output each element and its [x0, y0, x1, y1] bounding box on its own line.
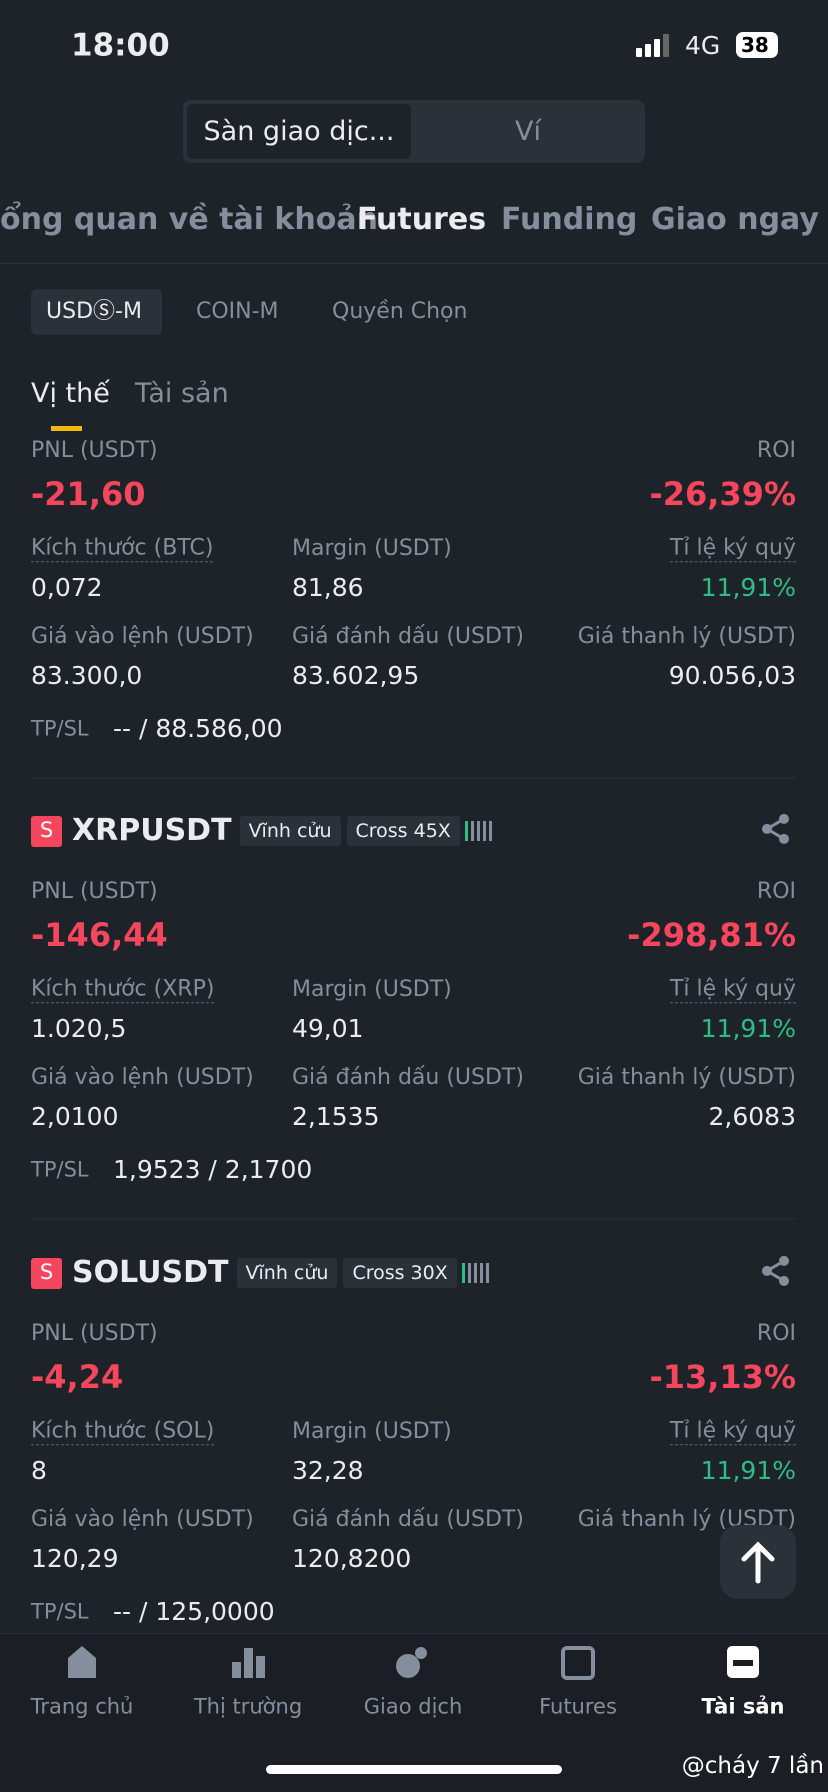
segment-tab[interactable]: Sàn giao dịc...	[203, 115, 395, 147]
sub-tab[interactable]: Quyền Chọn	[332, 298, 468, 324]
side-badge: S	[31, 1257, 62, 1289]
field-value: 8	[31, 1456, 47, 1485]
nav-label[interactable]: Thị trường	[193, 1694, 303, 1719]
field-label: Margin (USDT)	[292, 976, 452, 1002]
field-value: 32,28	[292, 1456, 364, 1485]
signal-icon	[636, 34, 669, 57]
field-value: 90.056,03	[668, 661, 796, 690]
contract-badge: Vĩnh cửu	[239, 815, 341, 847]
nav-label[interactable]: Futures	[539, 1694, 617, 1719]
field-value: 0,072	[31, 573, 103, 602]
field-label: Margin (USDT)	[292, 535, 452, 561]
field-value: 11,91%	[700, 573, 796, 602]
field-value: 11,91%	[700, 1456, 796, 1485]
separator	[31, 777, 796, 779]
field-label: Giá vào lệnh (USDT)	[31, 623, 254, 649]
nav-label[interactable]: Tài sản	[701, 1694, 785, 1719]
field-value: 120,29	[31, 1544, 119, 1573]
account-tab[interactable]: ổng quan về tài khoản	[0, 202, 378, 237]
account-tab[interactable]: Funding	[501, 202, 638, 237]
view-tab[interactable]: Tài sản	[135, 377, 229, 409]
roi: -298,81%	[627, 915, 796, 954]
field-value: 120,8200	[292, 1544, 412, 1573]
account-tab[interactable]: Futures	[357, 202, 487, 237]
pnl: -21,60	[31, 474, 146, 513]
battery-level: 38	[741, 33, 769, 57]
field-value: 1.020,5	[31, 1014, 127, 1043]
share-icon[interactable]	[760, 813, 792, 849]
share-icon[interactable]	[760, 1255, 792, 1291]
field-label: Kích thước (BTC)	[31, 535, 214, 563]
roi-label: ROI	[756, 878, 796, 904]
tpsl: 1,9523 / 2,1700	[113, 1155, 313, 1184]
side-badge: S	[31, 815, 62, 847]
margin-mode-badge: Cross 45X	[346, 815, 460, 847]
field-value: 11,91%	[700, 1014, 796, 1043]
pnl-label: PNL (USDT)	[31, 1320, 158, 1346]
roi: -13,13%	[649, 1357, 796, 1396]
pnl-label: PNL (USDT)	[31, 437, 158, 463]
roi-label: ROI	[756, 1320, 796, 1346]
divider	[0, 263, 828, 264]
field-label: Giá vào lệnh (USDT)	[31, 1064, 254, 1090]
field-label: Kích thước (XRP)	[31, 976, 215, 1004]
battery	[736, 32, 778, 58]
pnl: -4,24	[31, 1357, 124, 1396]
contract-badge: Vĩnh cửu	[236, 1257, 338, 1289]
field-label: Tỉ lệ ký quỹ	[669, 976, 796, 1004]
view-tab[interactable]: Vị thế	[31, 377, 110, 409]
field-value: 2,6083	[708, 1102, 796, 1131]
sub-tab[interactable]: USDⓈ-M	[46, 298, 142, 324]
field-label: Kích thước (SOL)	[31, 1418, 215, 1446]
nav-label[interactable]: Giao dịch	[363, 1694, 463, 1719]
field-label: Giá thanh lý (USDT)	[577, 623, 796, 649]
position-header: S SOLUSDT Vĩnh cửu Cross 30X	[31, 1255, 489, 1291]
nav-label[interactable]: Trang chủ	[30, 1694, 134, 1719]
tpsl-label: TP/SL	[31, 1157, 89, 1182]
field-label: Tỉ lệ ký quỹ	[669, 1418, 796, 1446]
network: 4G	[685, 31, 721, 60]
roi: -26,39%	[649, 474, 796, 513]
segment-selected	[187, 104, 411, 159]
position-header: S XRPUSDT Vĩnh cửu Cross 45X	[31, 813, 492, 849]
scroll-top-button[interactable]	[720, 1525, 796, 1599]
account-tab[interactable]: Giao ngay	[651, 202, 819, 237]
tpsl: -- / 88.586,00	[113, 714, 283, 743]
field-value: 83.602,95	[292, 661, 420, 690]
field-label: Margin (USDT)	[292, 1418, 452, 1444]
nav-icons	[68, 1646, 759, 1680]
field-label: Giá đánh dấu (USDT)	[292, 1064, 524, 1090]
roi-label: ROI	[756, 437, 796, 463]
risk-bars	[461, 1263, 489, 1283]
field-value: 2,0100	[31, 1102, 119, 1131]
symbol: SOLUSDT	[72, 1255, 229, 1290]
field-label: Giá đánh dấu (USDT)	[292, 1506, 524, 1532]
home-indicator	[266, 1765, 562, 1774]
margin-mode-badge: Cross 30X	[343, 1257, 457, 1289]
field-value: 83.300,0	[31, 661, 143, 690]
tpsl-label: TP/SL	[31, 716, 89, 741]
symbol: XRPUSDT	[72, 813, 232, 848]
pnl: -146,44	[31, 915, 168, 954]
pnl-label: PNL (USDT)	[31, 878, 158, 904]
tpsl-label: TP/SL	[31, 1599, 89, 1624]
risk-bars	[464, 821, 492, 841]
field-label: Giá thanh lý (USDT)	[577, 1064, 796, 1090]
watermark: @cháy 7 lần	[681, 1753, 824, 1780]
sub-tab-selected	[31, 289, 162, 335]
segment-tab[interactable]: Ví	[515, 115, 541, 147]
status-time: 18:00	[71, 27, 170, 64]
tpsl: -- / 125,0000	[113, 1597, 275, 1626]
separator	[31, 1218, 796, 1220]
field-value: 49,01	[292, 1014, 364, 1043]
field-value: 2,1535	[292, 1102, 380, 1131]
field-value: 81,86	[292, 573, 364, 602]
sub-tab[interactable]: COIN-M	[196, 298, 279, 324]
field-label: Giá vào lệnh (USDT)	[31, 1506, 254, 1532]
tab-underline	[51, 426, 82, 431]
field-label: Giá đánh dấu (USDT)	[292, 623, 524, 649]
field-label: Tỉ lệ ký quỹ	[669, 535, 796, 563]
